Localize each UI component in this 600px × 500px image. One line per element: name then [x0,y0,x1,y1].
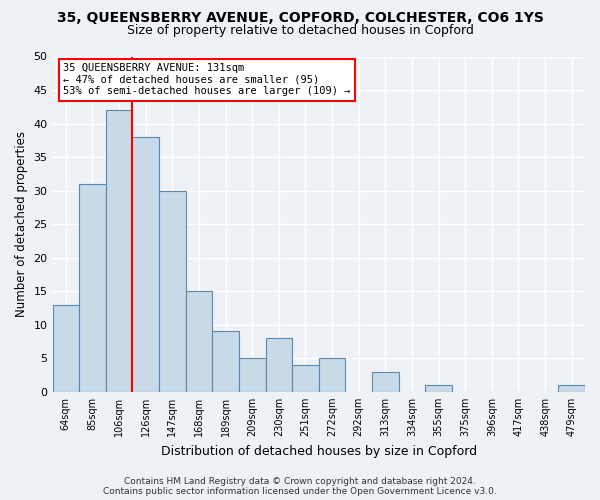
Text: Contains HM Land Registry data © Crown copyright and database right 2024.
Contai: Contains HM Land Registry data © Crown c… [103,476,497,496]
Bar [292,365,319,392]
Bar [106,110,133,392]
Text: 35 QUEENSBERRY AVENUE: 131sqm
← 47% of detached houses are smaller (95)
53% of s: 35 QUEENSBERRY AVENUE: 131sqm ← 47% of d… [63,63,350,96]
Bar [159,190,185,392]
Bar [239,358,266,392]
Bar [266,338,292,392]
Bar [53,304,79,392]
Bar [425,385,452,392]
Bar [372,372,398,392]
Text: Size of property relative to detached houses in Copford: Size of property relative to detached ho… [127,24,473,37]
Bar [185,291,212,392]
Bar [559,385,585,392]
Bar [212,332,239,392]
Bar [319,358,346,392]
Bar [133,137,159,392]
Y-axis label: Number of detached properties: Number of detached properties [15,131,28,317]
X-axis label: Distribution of detached houses by size in Copford: Distribution of detached houses by size … [161,444,477,458]
Text: 35, QUEENSBERRY AVENUE, COPFORD, COLCHESTER, CO6 1YS: 35, QUEENSBERRY AVENUE, COPFORD, COLCHES… [56,11,544,25]
Bar [79,184,106,392]
